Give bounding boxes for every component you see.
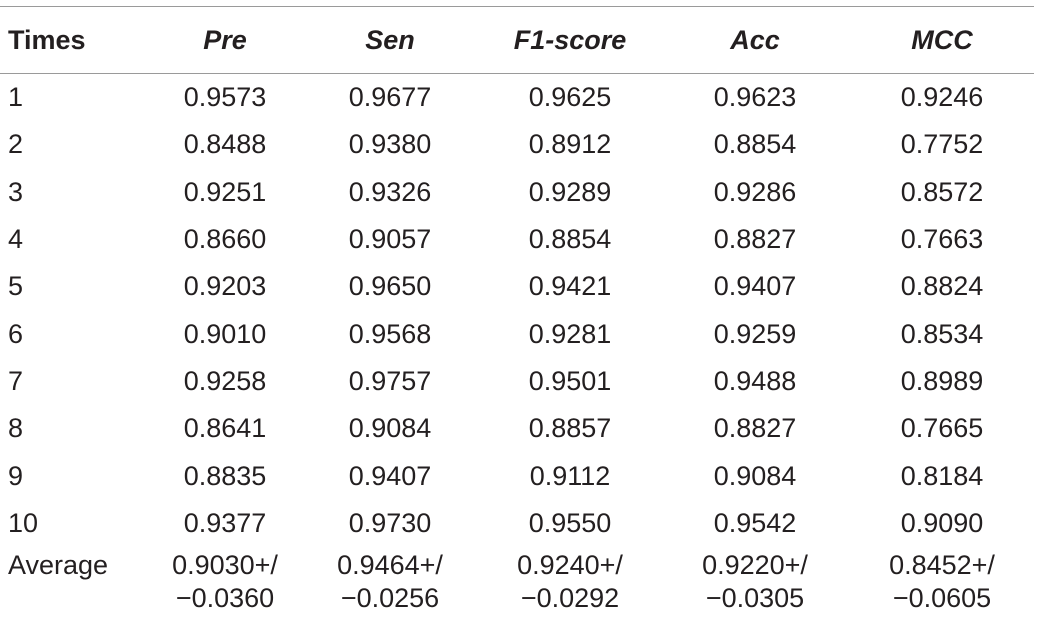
average-cell-pre: 0.9030+/ −0.0360 xyxy=(150,547,300,615)
cell-sen: 0.9084 xyxy=(348,413,432,444)
cell-mcc: 0.7665 xyxy=(900,413,984,444)
cell-mcc: 0.8572 xyxy=(900,176,984,207)
cell-times: 5 xyxy=(8,271,24,302)
cell-f1-score: 0.8912 xyxy=(528,129,612,160)
cell-f1-score: 0.9281 xyxy=(528,318,612,349)
table-header: Times Pre Sen F1-score Acc MCC xyxy=(0,6,1034,74)
cell-sen: 0.9677 xyxy=(348,82,432,113)
cell-mcc: 0.8824 xyxy=(900,271,984,302)
cell-pre: 0.9573 xyxy=(183,82,267,113)
cell-times: 8 xyxy=(8,413,24,444)
table-row: 4 0.8660 0.9057 0.8854 0.8827 0.7663 xyxy=(0,216,1034,263)
cell-acc: 0.9259 xyxy=(713,318,797,349)
cell-sen: 0.9757 xyxy=(348,365,432,396)
cell-sen: 0.9326 xyxy=(348,176,432,207)
table-row: 10 0.9377 0.9730 0.9550 0.9542 0.9090 xyxy=(0,500,1034,547)
header-acc: Acc xyxy=(730,24,780,55)
header-mcc: MCC xyxy=(911,24,973,55)
cell-sen: 0.9730 xyxy=(348,507,432,538)
cell-pre: 0.8660 xyxy=(183,224,267,255)
cell-acc: 0.9623 xyxy=(713,82,797,113)
average-cell-sen: 0.9464+/ −0.0256 xyxy=(300,547,480,615)
cell-pre: 0.8641 xyxy=(183,413,267,444)
average-std: −0.0305 xyxy=(705,582,805,613)
cell-f1-score: 0.9112 xyxy=(529,460,611,491)
header-row: Times Pre Sen F1-score Acc MCC xyxy=(0,6,1034,74)
average-mean: 0.8452+/ xyxy=(889,549,995,580)
average-cell-f1-score: 0.9240+/ −0.0292 xyxy=(480,547,660,615)
cell-sen: 0.9568 xyxy=(348,318,432,349)
cell-sen: 0.9057 xyxy=(348,224,432,255)
cell-mcc: 0.8184 xyxy=(900,460,984,491)
average-cell-acc: 0.9220+/ −0.0305 xyxy=(660,547,850,615)
cell-f1-score: 0.8857 xyxy=(528,413,612,444)
average-std: −0.0605 xyxy=(892,582,992,613)
cell-mcc: 0.7752 xyxy=(900,129,984,160)
cell-times: 4 xyxy=(8,224,24,255)
cell-f1-score: 0.8854 xyxy=(528,224,612,255)
cell-pre: 0.9377 xyxy=(183,507,267,538)
cell-pre: 0.8835 xyxy=(183,460,267,491)
table-row: 5 0.9203 0.9650 0.9421 0.9407 0.8824 xyxy=(0,263,1034,310)
cell-f1-score: 0.9501 xyxy=(528,365,612,396)
average-std: −0.0360 xyxy=(175,582,275,613)
cell-times: 9 xyxy=(8,460,24,491)
table-row: 6 0.9010 0.9568 0.9281 0.9259 0.8534 xyxy=(0,310,1034,357)
header-times: Times xyxy=(8,24,86,55)
cell-mcc: 0.9090 xyxy=(900,507,984,538)
results-table: Times Pre Sen F1-score Acc MCC 1 0.9573 0.… xyxy=(0,6,1034,615)
average-label: Average xyxy=(8,549,109,580)
cell-times: 10 xyxy=(8,507,39,538)
cell-acc: 0.8827 xyxy=(713,413,797,444)
table-row: 7 0.9258 0.9757 0.9501 0.9488 0.8989 xyxy=(0,358,1034,405)
cell-pre: 0.9010 xyxy=(183,318,267,349)
cell-pre: 0.9251 xyxy=(183,176,267,207)
cell-sen: 0.9380 xyxy=(348,129,432,160)
table-row: 2 0.8488 0.9380 0.8912 0.8854 0.7752 xyxy=(0,121,1034,168)
cell-mcc: 0.9246 xyxy=(900,82,984,113)
cell-sen: 0.9407 xyxy=(348,460,432,491)
cell-times: 2 xyxy=(8,129,24,160)
table-body: 1 0.9573 0.9677 0.9625 0.9623 0.9246 2 0.8488 0.… xyxy=(0,74,1034,615)
cell-acc: 0.8827 xyxy=(713,224,797,255)
cell-f1-score: 0.9550 xyxy=(528,507,612,538)
table-row: 9 0.8835 0.9407 0.9112 0.9084 0.8184 xyxy=(0,452,1034,499)
header-sen: Sen xyxy=(365,24,415,55)
header-pre: Pre xyxy=(203,24,247,55)
cell-mcc: 0.8534 xyxy=(900,318,984,349)
cell-f1-score: 0.9421 xyxy=(528,271,612,302)
cell-f1-score: 0.9625 xyxy=(528,82,612,113)
cell-pre: 0.8488 xyxy=(183,129,267,160)
average-mean: 0.9464+/ xyxy=(337,549,443,580)
average-mean: 0.9030+/ xyxy=(172,549,278,580)
table-row: 1 0.9573 0.9677 0.9625 0.9623 0.9246 xyxy=(0,74,1034,122)
table-row: 3 0.9251 0.9326 0.9289 0.9286 0.8572 xyxy=(0,169,1034,216)
cell-pre: 0.9258 xyxy=(183,365,267,396)
cell-times: 6 xyxy=(8,318,24,349)
cell-sen: 0.9650 xyxy=(348,271,432,302)
average-cell-mcc: 0.8452+/ −0.0605 xyxy=(850,547,1034,615)
cell-f1-score: 0.9289 xyxy=(528,176,612,207)
cell-acc: 0.9488 xyxy=(713,365,797,396)
cell-acc: 0.9407 xyxy=(713,271,797,302)
average-row: Average 0.9030+/ −0.0360 0.9464+/ −0.025… xyxy=(0,547,1034,615)
average-mean: 0.9240+/ xyxy=(517,549,623,580)
header-f1-score: F1-score xyxy=(513,24,627,55)
cell-acc: 0.9084 xyxy=(713,460,797,491)
cell-acc: 0.8854 xyxy=(713,129,797,160)
cell-times: 3 xyxy=(8,176,24,207)
cell-pre: 0.9203 xyxy=(183,271,267,302)
cell-times: 1 xyxy=(8,82,24,113)
average-mean: 0.9220+/ xyxy=(702,549,808,580)
average-std: −0.0256 xyxy=(340,582,440,613)
cell-times: 7 xyxy=(8,365,24,396)
cell-mcc: 0.7663 xyxy=(900,224,984,255)
cell-acc: 0.9286 xyxy=(713,176,797,207)
average-std: −0.0292 xyxy=(520,582,620,613)
cell-acc: 0.9542 xyxy=(713,507,797,538)
cell-mcc: 0.8989 xyxy=(900,365,984,396)
table-row: 8 0.8641 0.9084 0.8857 0.8827 0.7665 xyxy=(0,405,1034,452)
